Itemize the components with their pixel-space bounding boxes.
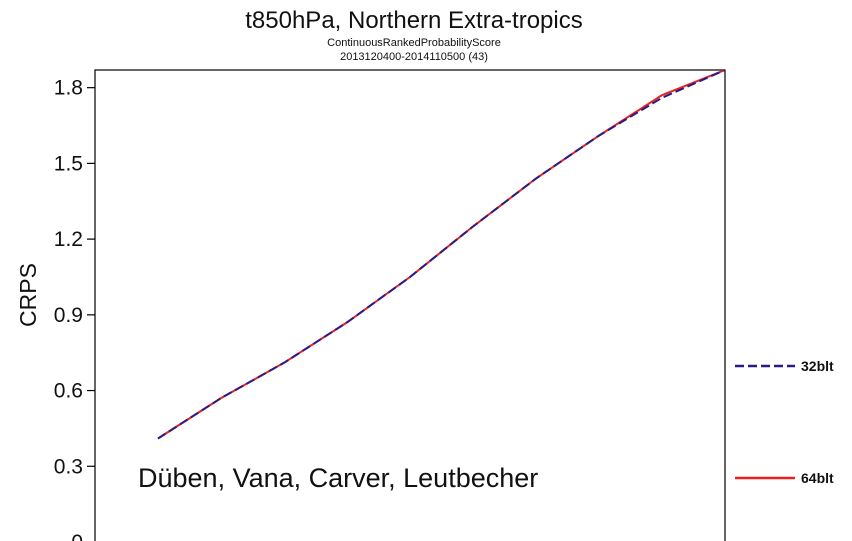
y-tick-label: 1.2 — [54, 228, 83, 251]
y-tick-label: 0 — [71, 531, 83, 541]
author-annotation: Düben, Vana, Carver, Leutbecher — [138, 463, 538, 493]
legend: 32blt 64blt — [735, 358, 834, 486]
y-tick-label: 0.6 — [54, 380, 83, 403]
chart-subtitle: ContinuousRankedProbabilityScore — [327, 37, 501, 49]
chart-title: t850hPa, Northern Extra-tropics — [245, 7, 583, 34]
y-tick-label: 1.5 — [54, 152, 83, 175]
y-tick-label: 0.3 — [54, 455, 83, 478]
y-tick-label: 0.9 — [54, 304, 83, 327]
legend-label-32blt: 32blt — [801, 358, 834, 374]
series-line-32blt — [157, 69, 726, 440]
y-axis: 0 0.3 0.6 0.9 1.2 1.5 1.8 — [54, 77, 95, 541]
chart-period: 2013120400-2014110500 (43) — [340, 51, 488, 63]
plot-area — [94, 69, 726, 541]
legend-label-64blt: 64blt — [801, 470, 834, 486]
y-axis-label: CRPS — [15, 263, 41, 327]
series-line-64blt — [157, 69, 726, 440]
y-tick-label: 1.8 — [54, 77, 83, 100]
series-lines — [157, 69, 726, 440]
